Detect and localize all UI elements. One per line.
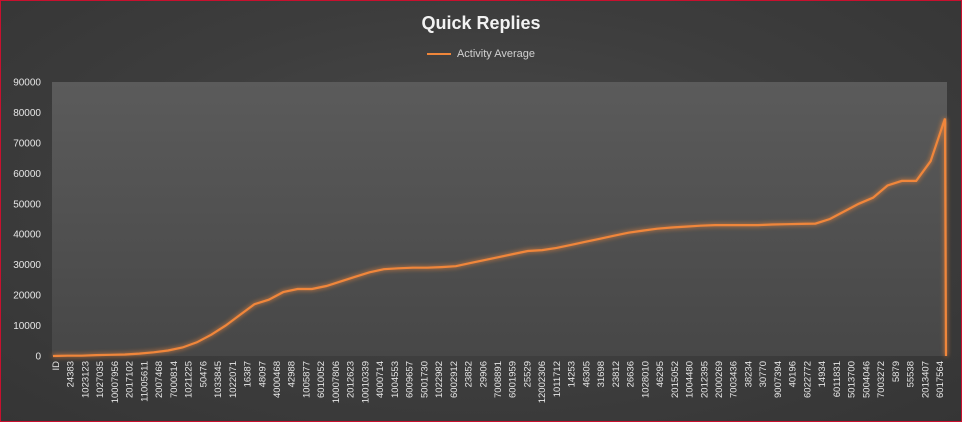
x-tick-label: 6017564: [935, 361, 946, 398]
x-tick-label: 10007806: [331, 361, 342, 403]
x-tick-label: 1021225: [184, 361, 195, 398]
y-tick-label: 10000: [13, 321, 41, 332]
x-tick-label: 6009657: [405, 361, 416, 398]
x-tick-label: 4000468: [272, 361, 283, 398]
x-tick-label: 1027035: [95, 361, 106, 398]
x-tick-label: 9007394: [773, 361, 784, 398]
x-tick-label: 38234: [743, 361, 754, 387]
x-tick-label: 23852: [464, 361, 475, 387]
x-tick-label: 5004046: [861, 361, 872, 398]
x-tick-label: 14934: [817, 361, 828, 387]
plot-area: [52, 82, 947, 356]
x-tick-label: 1023123: [80, 361, 91, 398]
x-tick-label: 50476: [198, 361, 209, 387]
x-tick-label: 1004480: [685, 361, 696, 398]
x-tick-label: 1004553: [390, 361, 401, 398]
x-tick-label: 11005611: [139, 361, 150, 402]
x-tick-label: 16387: [243, 361, 254, 387]
x-tick-label: 5001730: [419, 361, 430, 398]
x-tick-label: 24383: [66, 361, 77, 387]
x-tick-label: 1022982: [434, 361, 445, 398]
x-tick-label: 7008891: [493, 361, 504, 398]
x-tick-label: 1005877: [301, 361, 312, 398]
x-tick-label: 2000269: [714, 361, 725, 398]
x-tick-label: 10010339: [360, 361, 371, 403]
y-tick-label: 80000: [13, 108, 41, 119]
y-tick-label: 40000: [13, 230, 41, 241]
y-tick-label: 30000: [13, 260, 41, 271]
x-tick-label: 1028010: [640, 361, 651, 398]
x-tick-label: 6010052: [316, 361, 327, 398]
x-tick-label: 46295: [655, 361, 666, 387]
x-tick-label: 10007956: [110, 361, 121, 403]
x-tick-label: 1022071: [228, 361, 239, 398]
y-tick-label: 90000: [13, 78, 41, 89]
x-tick-label: ID: [51, 361, 62, 371]
x-tick-label: 5879: [891, 361, 902, 382]
x-tick-label: 12002306: [537, 361, 548, 403]
x-tick-label: 2013407: [920, 361, 931, 398]
x-tick-label: 7003436: [729, 361, 740, 398]
y-tick-label: 70000: [13, 138, 41, 149]
x-tick-label: 5013700: [847, 361, 858, 398]
x-tick-label: 2015052: [670, 361, 681, 398]
x-tick-label: 14253: [567, 361, 578, 387]
x-tick-label: 2012623: [346, 361, 357, 398]
x-tick-label: 1033845: [213, 361, 224, 398]
x-tick-label: 6011831: [832, 361, 843, 397]
x-tick-label: 2012395: [699, 361, 710, 398]
x-tick-label: 42988: [287, 361, 298, 387]
x-tick-label: 6022772: [802, 361, 813, 398]
y-tick-label: 50000: [13, 199, 41, 210]
x-tick-label: 4000714: [375, 361, 386, 398]
y-tick-label: 60000: [13, 169, 41, 180]
x-tick-label: 6002912: [449, 361, 460, 398]
x-tick-label: 6001959: [508, 361, 519, 398]
y-tick-label: 20000: [13, 291, 41, 302]
x-tick-label: 23812: [611, 361, 622, 387]
x-tick-label: 40196: [788, 361, 799, 387]
x-tick-label: 2007468: [154, 361, 165, 398]
x-tick-label: 29906: [478, 361, 489, 387]
x-tick-label: 25529: [522, 361, 533, 387]
x-tick-label: 46305: [581, 361, 592, 387]
x-tick-label: 2017102: [125, 361, 136, 398]
x-tick-label: 7000814: [169, 361, 180, 398]
x-tick-label: 55538: [906, 361, 917, 387]
x-tick-label: 7003272: [876, 361, 887, 398]
x-tick-label: 31698: [596, 361, 607, 387]
y-tick-label: 0: [35, 352, 41, 363]
x-tick-label: 26636: [626, 361, 637, 387]
x-tick-label: 30770: [758, 361, 769, 387]
x-tick-label: 48097: [257, 361, 268, 387]
x-tick-label: 1011712: [552, 361, 563, 397]
